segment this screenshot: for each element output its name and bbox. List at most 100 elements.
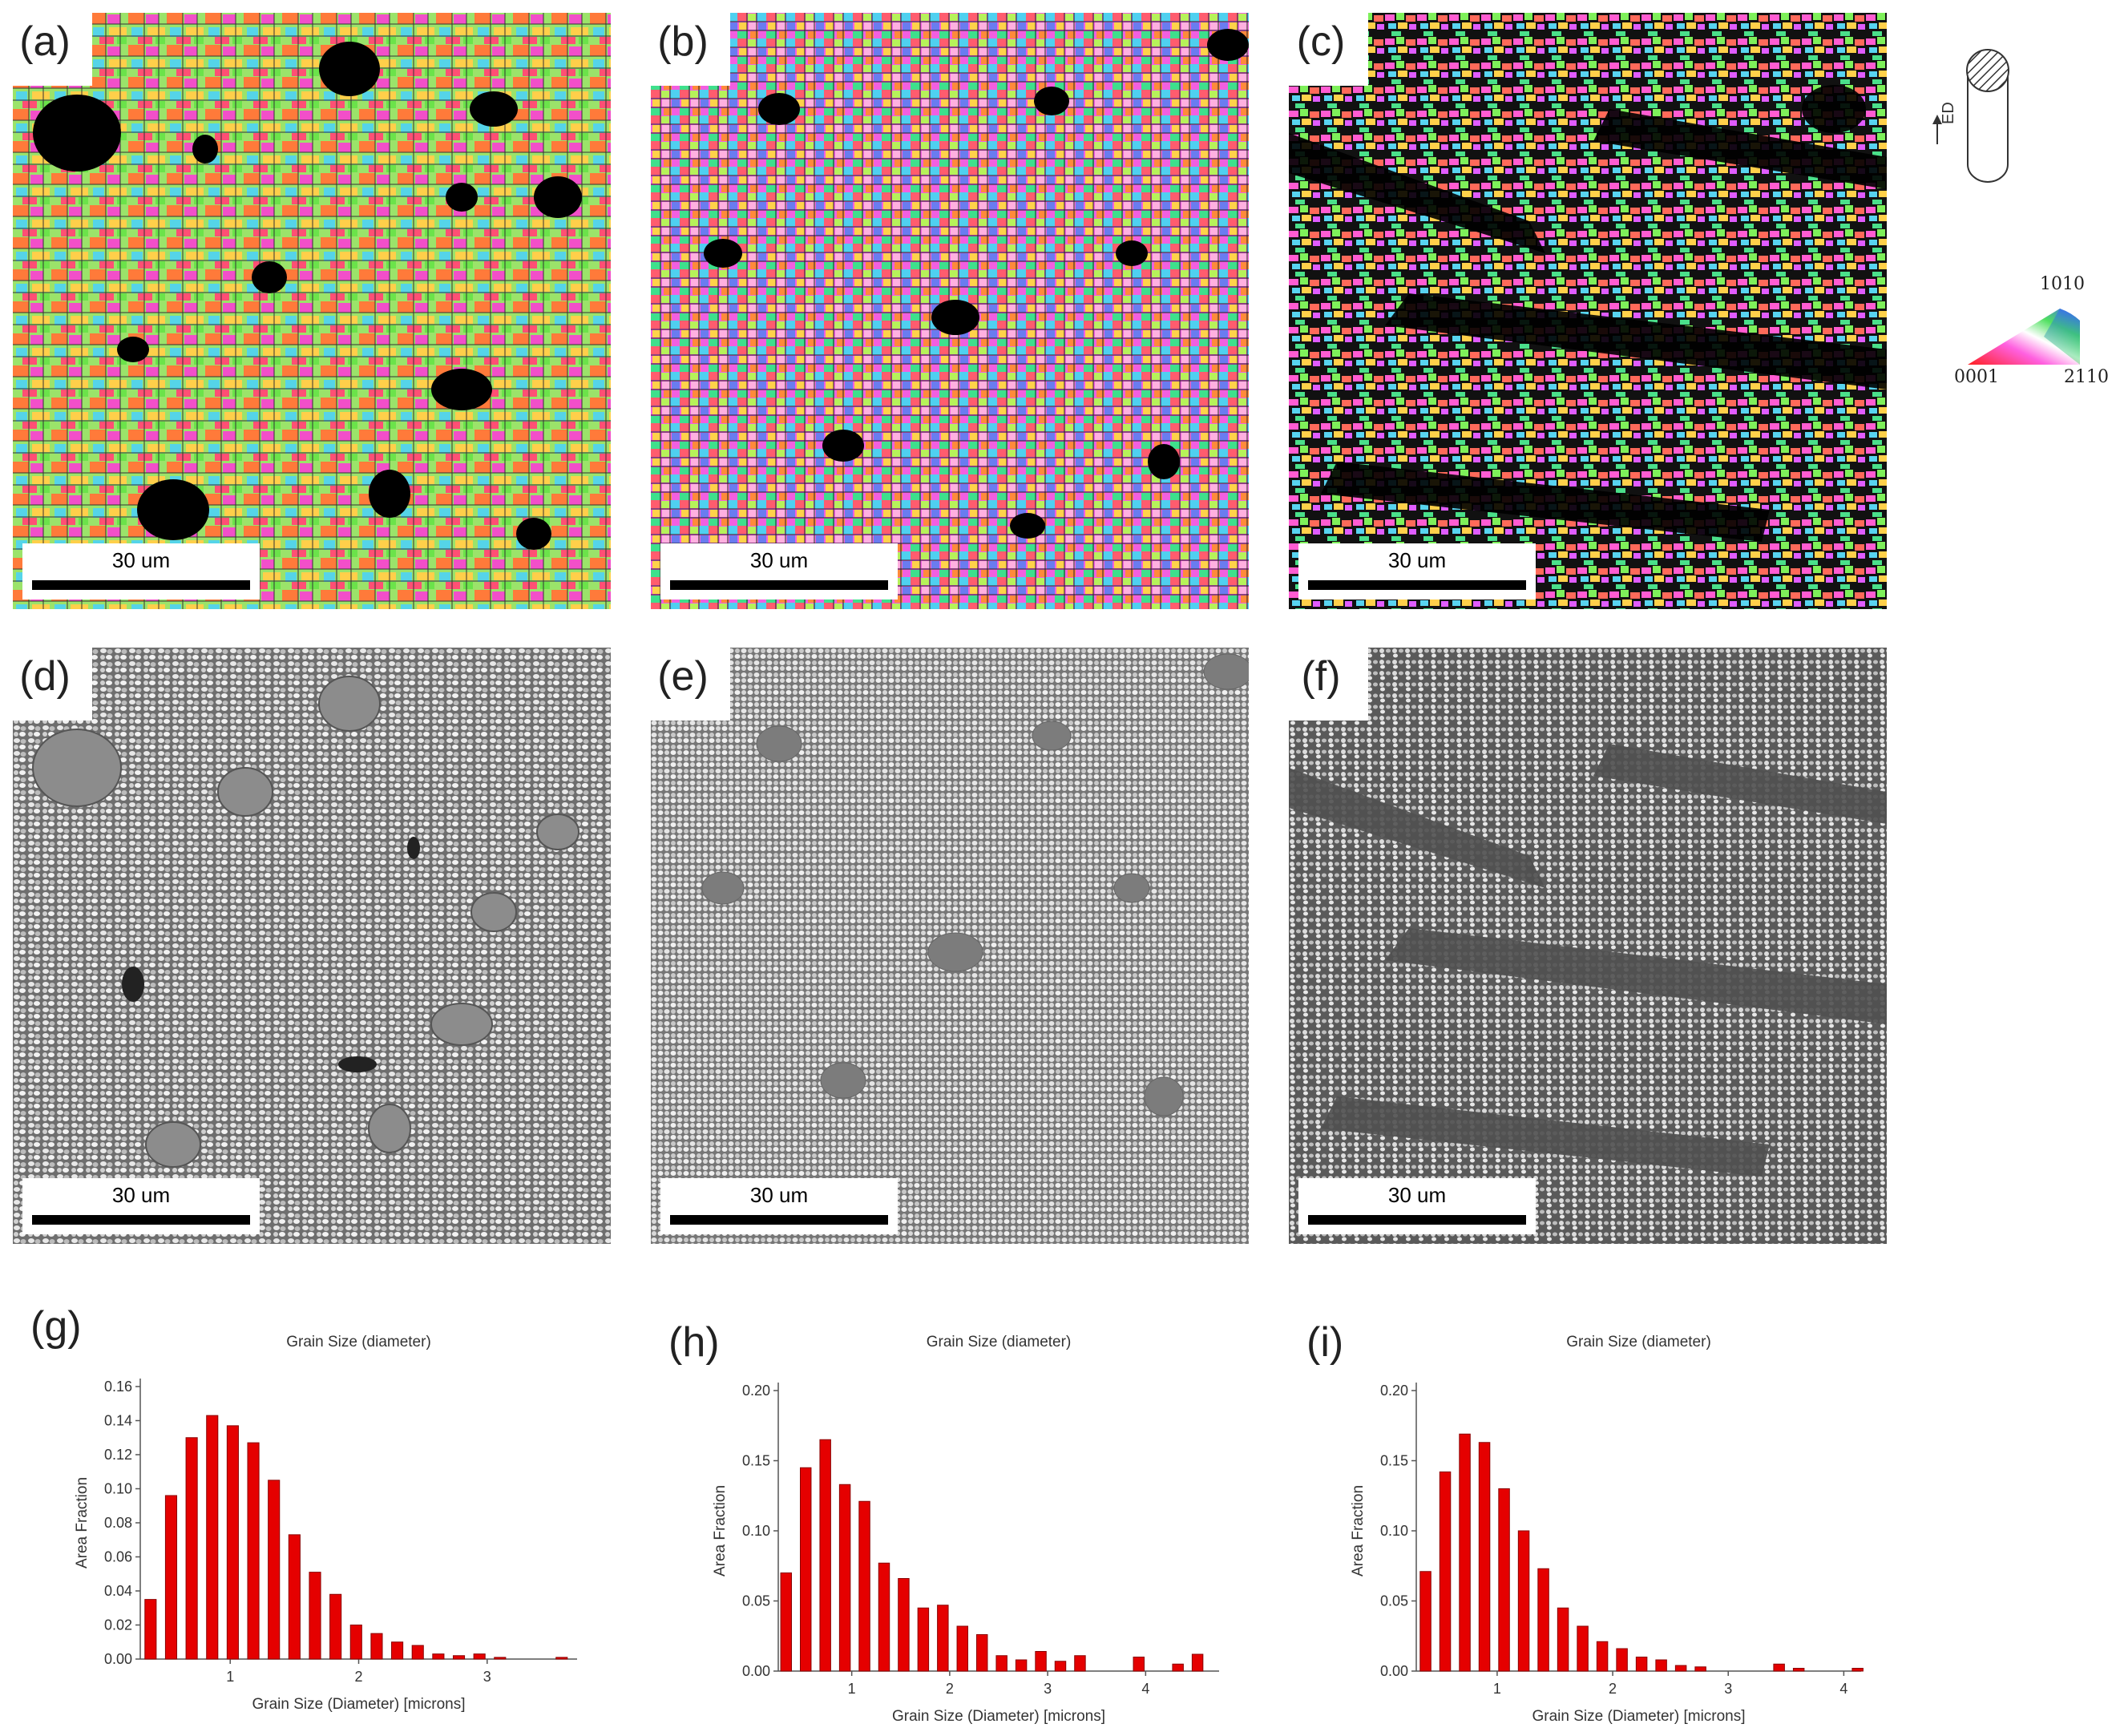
ipf-map-image	[13, 13, 611, 609]
scale-bar-line	[1308, 1215, 1526, 1225]
y-tick-label: 0.10	[742, 1523, 770, 1539]
histogram-bar	[1035, 1651, 1047, 1672]
y-tick-label: 0.08	[104, 1515, 132, 1531]
y-axis-label: Area Fraction	[1350, 1485, 1367, 1577]
y-tick-label: 0.04	[104, 1583, 132, 1599]
histogram-bar	[349, 1625, 362, 1660]
y-axis-label: Area Fraction	[74, 1477, 91, 1568]
chart-title: Grain Size (diameter)	[286, 1334, 431, 1350]
ipf-map-panel-b: (b) 30 um	[651, 13, 1249, 609]
panel-label: (c)	[1289, 13, 1368, 86]
histogram-bar	[247, 1442, 260, 1660]
x-tick-label: 2	[354, 1669, 362, 1685]
histogram-bar	[370, 1633, 383, 1660]
sem-image	[1289, 648, 1887, 1244]
histogram-bar	[1596, 1641, 1609, 1672]
sem-image-panel-f: (f) 30 um	[1289, 648, 1887, 1244]
specimen-schematic	[1932, 49, 2009, 183]
histogram-bar	[1557, 1607, 1569, 1672]
histogram-bar	[391, 1641, 404, 1660]
histogram-bar	[555, 1657, 568, 1660]
x-tick-label: 3	[1044, 1681, 1052, 1697]
panel-label-i: (i)	[1306, 1319, 1344, 1366]
y-tick-label: 0.06	[104, 1549, 132, 1565]
ipf-label-2110: 2110	[2064, 367, 2109, 387]
chart-title: Grain Size (diameter)	[1566, 1334, 1711, 1350]
panel-label: (a)	[13, 13, 92, 86]
x-tick-label: 2	[1609, 1681, 1617, 1697]
histogram-g: Grain Size (diameter) 0.00 0.02 0.04 0.06 0.0…	[74, 1334, 577, 1713]
histogram-bar	[1074, 1655, 1086, 1672]
histogram-bar	[878, 1562, 890, 1672]
y-tick-label: 0.16	[104, 1379, 132, 1395]
scale-bar-line	[32, 580, 250, 590]
histogram-bar	[1439, 1472, 1452, 1672]
scale-bar-line	[32, 1215, 250, 1225]
histogram-bar	[452, 1655, 466, 1660]
panel-label-h: (h)	[668, 1319, 720, 1366]
histogram-bar	[1478, 1442, 1491, 1672]
y-tick-label: 0.05	[742, 1593, 770, 1609]
ipf-color-triangle	[1968, 309, 2080, 365]
histogram-bar	[1851, 1668, 1864, 1672]
histogram-bar	[858, 1500, 870, 1672]
y-tick-label: 0.00	[1380, 1663, 1408, 1679]
y-tick-label: 0.10	[1380, 1523, 1408, 1539]
histogram-bar	[1191, 1653, 1204, 1672]
histogram-h: Grain Size (diameter) 0.00 0.05 0.10 0.15 0.2…	[712, 1334, 1219, 1725]
scale-bar-label: 30 um	[749, 1183, 809, 1207]
y-axis-label: Area Fraction	[712, 1485, 729, 1577]
histogram-bar	[976, 1634, 988, 1672]
sem-image-panel-d: (d) 30 um	[13, 648, 611, 1244]
histogram-bar	[185, 1437, 198, 1660]
histogram-bar	[309, 1572, 321, 1660]
y-tick-label: 0.12	[104, 1447, 132, 1463]
x-axis-label: Grain Size (Diameter) [microns]	[892, 1708, 1105, 1725]
histogram-bar	[1419, 1571, 1432, 1672]
x-tick-label: 4	[1141, 1681, 1149, 1697]
histogram-bar	[1133, 1657, 1145, 1672]
y-tick-label: 0.20	[742, 1383, 770, 1399]
y-tick-label: 0.10	[104, 1481, 132, 1497]
panel-label: (d)	[13, 648, 92, 721]
histogram-bar	[329, 1593, 342, 1660]
x-axis-label: Grain Size (Diameter) [microns]	[1532, 1708, 1745, 1725]
x-tick-label: 1	[1493, 1681, 1501, 1697]
scale-bar: 30 um	[660, 543, 898, 600]
scale-bar-label: 30 um	[111, 1183, 171, 1207]
panel-label: (b)	[651, 13, 730, 86]
histogram-bar	[1674, 1665, 1687, 1672]
histogram-bar	[838, 1484, 851, 1672]
histogram-bar	[995, 1655, 1008, 1672]
sem-image	[13, 648, 611, 1244]
histogram-bar	[1015, 1659, 1028, 1672]
histogram-bar	[1459, 1433, 1471, 1672]
histogram-bar	[1773, 1663, 1785, 1672]
x-axis-label: Grain Size (Diameter) [microns]	[252, 1696, 465, 1713]
histogram-bar	[917, 1607, 930, 1672]
histogram-bar	[956, 1625, 968, 1672]
histogram-bar	[1517, 1530, 1530, 1672]
histogram-bar	[1577, 1625, 1589, 1672]
histogram-bar	[1616, 1648, 1628, 1672]
panel-label-g: (g)	[30, 1303, 82, 1350]
y-tick-label: 0.15	[742, 1453, 770, 1469]
scale-bar: 30 um	[660, 1178, 898, 1234]
chart-title: Grain Size (diameter)	[927, 1334, 1072, 1350]
scale-bar: 30 um	[22, 543, 260, 600]
x-tick-label: 2	[946, 1681, 954, 1697]
legend: ED 1010 0001 2110	[1924, 44, 2116, 397]
x-tick-label: 1	[848, 1681, 856, 1697]
x-tick-label: 3	[1724, 1681, 1732, 1697]
ipf-label-0001: 0001	[1954, 367, 1999, 387]
histogram-bar	[144, 1599, 157, 1660]
scale-bar-label: 30 um	[749, 548, 809, 572]
scale-bar-label: 30 um	[1387, 548, 1447, 572]
histogram-bar	[1537, 1568, 1549, 1672]
scale-bar: 30 um	[1298, 543, 1536, 600]
y-tick-label: 0.02	[104, 1617, 132, 1633]
histogram-bar	[1498, 1488, 1510, 1672]
x-tick-label: 1	[226, 1669, 234, 1685]
ipf-label-1010: 1010	[2040, 274, 2085, 294]
histogram-bar	[898, 1578, 910, 1672]
